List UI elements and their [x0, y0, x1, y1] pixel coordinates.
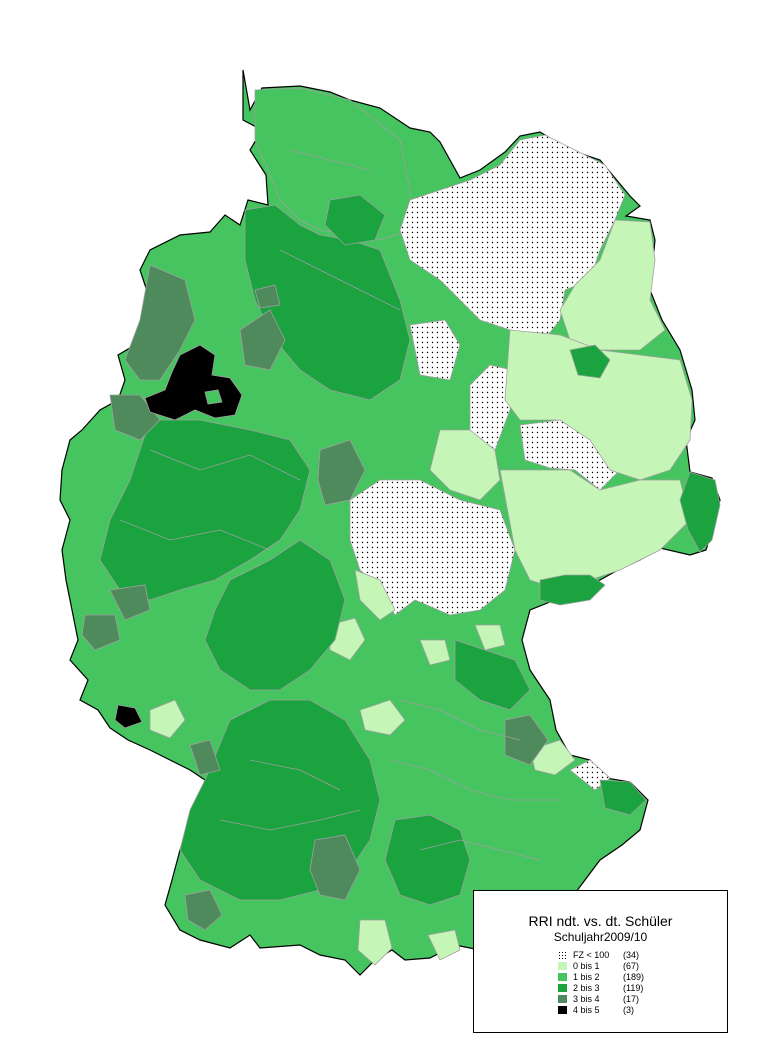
- region-greygreen-borken: [109, 394, 161, 441]
- region-greygreen-bavaria-e: [504, 714, 549, 766]
- region-greygreen-hamburg: [254, 284, 281, 309]
- legend-swatch: [558, 961, 567, 970]
- legend-label: FZ < 100: [573, 949, 610, 960]
- legend-count: (3): [623, 1004, 634, 1015]
- legend-row: 4 bis 5 (3): [558, 1004, 644, 1015]
- region-light-thuringia-w: [354, 569, 396, 621]
- region-greygreen-ulm: [309, 834, 361, 901]
- legend-title: RRI ndt. vs. dt. Schüler: [528, 913, 673, 929]
- legend-swatch: [558, 1005, 567, 1014]
- region-light-bavaria-s: [357, 919, 393, 966]
- legend-row: 3 bis 4 (17): [558, 993, 644, 1004]
- region-black-1-hole: [204, 389, 223, 405]
- region-greygreen-osnabrueck: [239, 309, 286, 371]
- legend-swatch-dotted: [558, 950, 567, 959]
- region-dark-saxony-3: [569, 344, 611, 379]
- district-borders: [119, 149, 560, 861]
- region-dark-bavaria-se: [599, 779, 647, 816]
- legend: RRI ndt. vs. dt. Schüler Schuljahr2009/1…: [473, 890, 728, 1033]
- region-light-east-2: [429, 429, 501, 501]
- legend-row: FZ < 100 (34): [558, 949, 644, 960]
- legend-row: 1 bis 2 (189): [558, 971, 644, 982]
- region-greygreen-emsland: [124, 264, 196, 381]
- legend-row: 0 bis 1 (67): [558, 960, 644, 971]
- region-dark-hesse: [204, 539, 346, 691]
- region-dotted-east: [409, 319, 461, 381]
- region-light-saxony-anhalt: [504, 329, 693, 481]
- legend-label: 2 bis 3: [573, 982, 600, 993]
- legend-count: (67): [623, 960, 640, 971]
- legend-swatch: [558, 994, 567, 1003]
- region-light-saxony: [499, 469, 691, 591]
- region-sh: [254, 87, 411, 241]
- region-dark-bavaria-1: [384, 814, 471, 906]
- legend-label: 1 bis 2: [573, 971, 600, 982]
- region-light-bavaria-s2: [427, 929, 461, 961]
- legend-swatch: [558, 972, 567, 981]
- region-light-bavaria-n3: [474, 624, 506, 651]
- legend-label: 0 bis 1: [573, 960, 600, 971]
- legend-subtitle: Schuljahr2009/10: [553, 930, 648, 944]
- region-greygreen-hameln: [317, 439, 366, 506]
- region-dark-sh: [324, 194, 386, 246]
- legend-count: (17): [623, 993, 640, 1004]
- region-light-saar: [149, 699, 186, 739]
- region-light-bavaria-n2: [419, 639, 451, 666]
- region-greygreen-freiburg: [184, 889, 223, 931]
- legend-label: 3 bis 4: [573, 993, 600, 1004]
- region-black-2: [114, 704, 143, 729]
- legend-count: (119): [623, 982, 644, 993]
- region-light-bavaria-mid: [359, 699, 406, 736]
- legend-label: 4 bis 5: [573, 1004, 600, 1015]
- region-dotted-se: [569, 759, 611, 791]
- region-dark-saxony-1: [679, 471, 721, 553]
- region-greygreen-siegen: [109, 584, 151, 621]
- region-dark-bavaria-2: [454, 639, 531, 711]
- legend-items: FZ < 100 (34) 0 bis 1 (67) 1 bis 2 (189)…: [558, 949, 644, 1015]
- legend-count: (189): [623, 971, 645, 982]
- region-greygreen-trier: [81, 614, 121, 651]
- legend-swatch: [558, 983, 567, 992]
- legend-count: (34): [623, 949, 640, 960]
- legend-row: 2 bis 3 (119): [558, 982, 644, 993]
- region-greygreen-karlsruhe: [189, 739, 221, 776]
- region-dark-nrw: [99, 419, 311, 601]
- region-light-brandenburg: [559, 219, 666, 351]
- region-dark-saxony-2: [539, 574, 606, 606]
